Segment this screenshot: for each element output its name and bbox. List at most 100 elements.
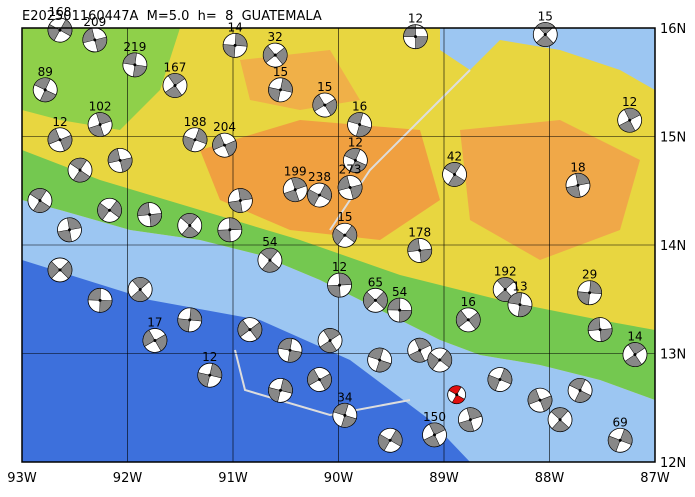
- ball-quadrant: [212, 133, 237, 157]
- ball-center: [188, 318, 192, 322]
- beachball: [455, 307, 481, 333]
- ball-center: [318, 378, 322, 382]
- ball-center: [58, 268, 62, 272]
- beachball: [487, 367, 513, 392]
- ball-center: [558, 418, 562, 422]
- beachball: [577, 280, 602, 306]
- beachball: [527, 387, 553, 413]
- beachball: [268, 77, 293, 103]
- ball-quadrant: [367, 347, 392, 373]
- x-tick-label: 90W: [324, 471, 354, 486]
- ball-quadrant: [624, 342, 646, 367]
- y-tick-label: 15N: [660, 131, 686, 146]
- ball-center: [373, 298, 377, 302]
- deep-ocean: [22, 260, 470, 462]
- beachball: [332, 222, 358, 248]
- ball-center: [228, 228, 232, 232]
- ball-center: [98, 298, 102, 302]
- depth-label: 102: [89, 100, 112, 114]
- beachball: [32, 77, 58, 103]
- ball-center: [193, 138, 197, 142]
- ball-center: [78, 168, 82, 172]
- title: E202501160447A M=5.0 h= 8 GUATEMALA: [22, 9, 322, 24]
- ball-center: [455, 393, 459, 397]
- ball-quadrant: [283, 177, 307, 202]
- ball-center: [518, 303, 522, 307]
- ball-center: [343, 413, 347, 417]
- ball-center: [438, 358, 442, 362]
- ball-center: [433, 433, 437, 437]
- ball-quadrant: [237, 319, 263, 340]
- depth-label: 219: [123, 40, 146, 54]
- beachball: [327, 272, 352, 298]
- ball-quadrant: [47, 128, 73, 152]
- beachball: [307, 182, 332, 208]
- highland: [460, 120, 640, 260]
- ball-center: [453, 172, 457, 176]
- ball-center: [238, 199, 242, 203]
- beachball: [277, 337, 303, 363]
- beachball: [177, 213, 203, 238]
- beachball: [87, 112, 113, 137]
- beachball: [337, 175, 363, 200]
- ball-center: [278, 88, 282, 92]
- x-tick-label: 89W: [429, 471, 459, 486]
- ball-center: [538, 398, 542, 402]
- ball-center: [223, 143, 227, 147]
- beachball: [137, 202, 163, 228]
- depth-label: 12: [332, 260, 347, 274]
- beachball: [622, 342, 648, 367]
- beachball: [257, 247, 283, 273]
- beachball: [407, 337, 433, 363]
- ball-quadrant: [527, 388, 553, 412]
- ball-quadrant: [319, 328, 341, 353]
- beachball: [197, 362, 223, 388]
- beachball: [347, 112, 373, 137]
- ball-center: [58, 138, 62, 142]
- y-tick-label: 13N: [660, 348, 686, 363]
- beachball: [127, 277, 153, 302]
- ball-quadrant: [448, 385, 465, 404]
- ball-quadrant: [427, 350, 453, 370]
- ball-center: [118, 158, 122, 162]
- beachball: [47, 17, 73, 43]
- beachball: [27, 188, 53, 213]
- depth-label: 199: [284, 165, 307, 179]
- beachball: [607, 427, 633, 453]
- depth-label: 12: [622, 95, 637, 109]
- beachball: [107, 147, 133, 173]
- beachball: [547, 407, 573, 433]
- events: 12 15 14 32 219 167 15 15 16 12 188 204 12 199 238 273 4…: [27, 5, 648, 453]
- ball-center: [273, 53, 277, 57]
- depth-label: 42: [447, 149, 462, 163]
- ball-center: [208, 373, 212, 377]
- beachball: [442, 162, 467, 187]
- depth-label: 150: [423, 410, 446, 424]
- depth-label: 192: [494, 264, 517, 278]
- y-tick-label: 16N: [660, 22, 686, 37]
- ball-quadrant: [423, 422, 446, 448]
- ball-quadrant: [487, 368, 513, 391]
- beachball: [177, 307, 203, 333]
- ball-center: [38, 199, 42, 203]
- ball-center: [418, 348, 422, 352]
- depth-label: 14: [627, 330, 642, 344]
- depth-label: 12: [52, 115, 67, 129]
- ball-center: [628, 118, 632, 122]
- ball-center: [328, 338, 332, 342]
- depth-label: 204: [213, 120, 236, 134]
- beachball: [57, 217, 82, 243]
- ball-quadrant: [87, 288, 113, 313]
- ball-quadrant: [333, 403, 357, 428]
- depth-label: 167: [164, 61, 187, 75]
- beachball: [565, 172, 591, 198]
- beachball: [422, 422, 447, 448]
- ball-center: [398, 308, 402, 312]
- ball-center: [466, 318, 470, 322]
- beachball: [222, 32, 248, 58]
- depth-label: 13: [512, 280, 527, 294]
- beachball: [97, 197, 122, 223]
- beachball: [363, 287, 388, 313]
